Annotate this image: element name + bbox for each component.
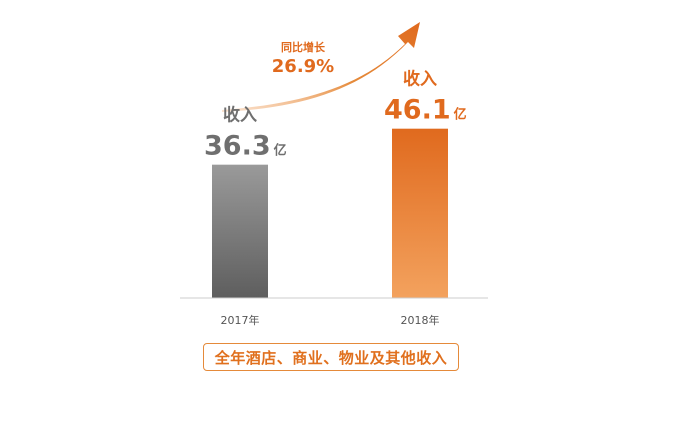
bar-2017-value-label: 36.3 亿 xyxy=(204,131,287,162)
bar-2017 xyxy=(212,164,268,298)
growth-arrow xyxy=(222,22,420,112)
growth-label: 同比增长 xyxy=(281,40,326,54)
chart-caption: 全年酒店、商业、物业及其他收入 xyxy=(203,343,459,371)
bar-2018-value-label: 46.1 亿 xyxy=(384,95,467,126)
x-tick-label-2018: 2018年 xyxy=(401,313,440,327)
bar-2018-prefix-label: 收入 xyxy=(403,69,437,90)
growth-value: 26.9% xyxy=(272,56,334,77)
x-tick-label-2017: 2017年 xyxy=(221,313,260,327)
bar-2017-prefix-label: 收入 xyxy=(223,105,257,126)
bar-2018 xyxy=(392,128,448,298)
